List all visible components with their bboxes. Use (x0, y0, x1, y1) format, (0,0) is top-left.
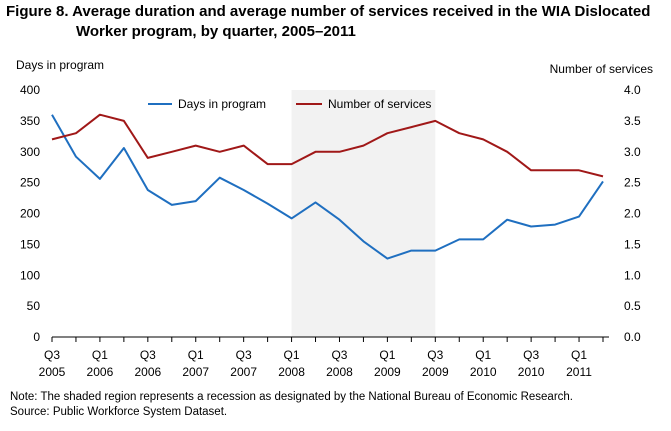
series-line-days-in-program (51, 114, 604, 260)
y-right-tick-label: 2.5 (624, 176, 641, 190)
y-right-tick-label: 2.0 (624, 207, 641, 221)
legend-label: Number of services (328, 97, 431, 111)
y-axis-left-label: Days in program (16, 58, 105, 72)
series-layer (51, 113, 604, 260)
y-right-tick-label: 1.5 (624, 237, 641, 251)
y-left-tick-label: 50 (27, 299, 41, 313)
x-tick-label-year: 2010 (470, 365, 497, 379)
chart-title-line1: Figure 8. Average duration and average n… (6, 3, 651, 20)
x-tick-label-year: 2010 (518, 365, 545, 379)
y-left-tick-label: 350 (20, 114, 40, 128)
x-tick-label-year: 2006 (134, 365, 161, 379)
x-tick-label-quarter: Q1 (188, 348, 204, 362)
y-right-tick-label: 0.5 (624, 299, 641, 313)
y-right-tick-label: 1.0 (624, 268, 641, 282)
chart-title-line2: Worker program, by quarter, 2005–2011 (76, 23, 356, 40)
x-tick-label-quarter: Q3 (140, 348, 156, 362)
axes-layer: 0 50 100 150 200 250 300 350 400 0.0 0.5 1.0 1.5 2.0 2… (20, 83, 641, 379)
x-tick-label-quarter: Q3 (331, 348, 347, 362)
x-tick-label-quarter: Q3 (523, 348, 539, 362)
x-tick-label-year: 2009 (374, 365, 401, 379)
chart-notes: Note: The shaded region represents a rec… (10, 390, 573, 420)
x-tick-label-year: 2007 (182, 365, 209, 379)
legend-label: Days in program (178, 97, 266, 111)
y-left-tick-label: 200 (20, 207, 40, 221)
x-tick-label-year: 2006 (87, 365, 114, 379)
y-right-tick-label: 3.5 (624, 114, 641, 128)
x-tick-label-quarter: Q3 (44, 348, 60, 362)
y-right-tick-label: 0.0 (624, 330, 641, 344)
y-left-tick-label: 250 (20, 176, 40, 190)
legend: Days in program Number of services (148, 97, 431, 111)
x-tick-label-year: 2007 (230, 365, 257, 379)
series-line-number-of-services (51, 113, 604, 178)
x-tick-label-year: 2008 (278, 365, 305, 379)
x-tick-label-year: 2008 (326, 365, 353, 379)
recession-shading (291, 90, 436, 337)
y-left-tick-label: 0 (33, 330, 40, 344)
x-tick-label-quarter: Q1 (92, 348, 108, 362)
y-left-tick-label: 300 (20, 145, 40, 159)
x-tick-label-quarter: Q3 (427, 348, 443, 362)
recession-shading-layer (291, 90, 436, 337)
y-right-tick-label: 3.0 (624, 145, 641, 159)
note-text: Note: The shaded region represents a rec… (10, 391, 573, 403)
y-left-tick-label: 150 (20, 237, 40, 251)
y-left-tick-label: 100 (20, 268, 40, 282)
x-tick-label-quarter: Q1 (475, 348, 491, 362)
x-tick-label-year: 2005 (39, 365, 66, 379)
x-tick-label-quarter: Q1 (284, 348, 300, 362)
y-left-tick-label: 400 (20, 83, 40, 97)
x-tick-label-year: 2009 (422, 365, 449, 379)
x-tick-label-quarter: Q1 (379, 348, 395, 362)
y-axis-right-label: Number of services (549, 62, 653, 76)
x-tick-label-year: 2011 (566, 365, 592, 379)
x-tick-label-quarter: Q1 (571, 348, 587, 362)
x-tick-label-quarter: Q3 (236, 348, 252, 362)
source-text: Source: Public Workforce System Dataset. (10, 406, 228, 418)
y-right-tick-label: 4.0 (624, 83, 641, 97)
